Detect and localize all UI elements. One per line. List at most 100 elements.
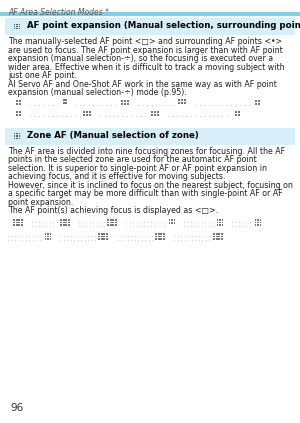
Bar [257,219,259,221]
Bar [86,111,88,113]
Text: a specific target may be more difficult than with single-point AF or AF: a specific target may be more difficult … [8,189,283,198]
Bar [112,224,114,226]
Bar [63,102,64,104]
Bar [83,111,85,113]
Bar [219,224,221,226]
Bar [68,222,70,223]
Bar [19,111,20,113]
Bar [255,219,256,221]
Bar [238,114,239,116]
Bar [98,238,100,240]
Bar [98,233,100,235]
Bar [178,102,180,104]
Bar [19,137,20,139]
Bar [257,103,260,105]
Bar [217,224,218,226]
Bar [121,100,123,102]
Bar [14,222,15,223]
Bar [103,238,105,240]
Bar [115,224,117,226]
Bar [19,133,20,135]
Bar [16,137,18,139]
Bar [21,219,23,221]
Bar [124,100,126,102]
Bar [169,222,170,224]
Bar [107,219,109,221]
Bar [255,224,256,226]
Bar [181,102,183,104]
Bar [103,236,105,237]
Bar [110,222,112,223]
Bar [60,222,62,223]
Bar [158,238,160,240]
Bar [254,100,256,102]
Text: 96: 96 [10,403,23,413]
Bar [16,133,18,135]
Bar [222,219,224,221]
Bar [216,238,218,240]
Text: expansion (manual selection-÷), so the focusing is executed over a: expansion (manual selection-÷), so the f… [8,54,273,63]
Bar [160,238,162,240]
Bar [184,102,186,104]
Bar [260,222,261,223]
Bar [151,111,153,113]
Bar [14,219,15,221]
Bar [16,219,18,221]
Text: achieving focus, and it is effective for moving subjects.: achieving focus, and it is effective for… [8,172,226,181]
Bar [160,233,162,235]
Text: expansion (manual selection-÷) mode (p.95).: expansion (manual selection-÷) mode (p.9… [8,88,187,97]
Text: However, since it is inclined to focus on the nearest subject, focusing on: However, since it is inclined to focus o… [8,181,293,190]
Bar [157,111,159,113]
Bar [221,238,223,240]
Bar [257,222,259,223]
Bar [155,236,157,237]
Bar [101,238,103,240]
Bar [16,28,18,29]
Bar [222,222,224,223]
Bar [218,236,220,237]
Bar [68,219,70,221]
Bar [213,238,215,240]
Bar [127,103,129,105]
Bar [115,222,117,223]
Bar [60,219,62,221]
Bar [60,224,62,226]
Bar [21,224,23,226]
Bar [19,24,20,25]
Bar [47,238,49,240]
Bar [219,219,221,221]
Bar [16,114,17,116]
Bar [86,114,88,116]
Bar [235,114,236,116]
Bar [19,114,20,116]
Bar [83,114,85,116]
Text: wider area. Effective when it is difficult to track a moving subject with: wider area. Effective when it is difficu… [8,63,285,71]
Bar [14,224,15,226]
Text: Zone AF (Manual selection of zone): Zone AF (Manual selection of zone) [27,131,199,140]
Text: The AF point(s) achieving focus is displayed as <□>.: The AF point(s) achieving focus is displ… [8,206,218,215]
Bar [16,224,18,226]
Bar [174,220,176,221]
Bar [16,222,18,223]
Bar [219,222,221,223]
Bar [217,222,218,223]
Bar [19,28,20,29]
Bar [65,224,67,226]
Bar [127,100,129,102]
Bar [163,238,165,240]
Bar [16,135,18,137]
Bar [171,222,173,224]
Bar [101,236,103,237]
Bar [181,99,183,101]
Bar [112,222,114,223]
Bar [260,224,261,226]
Bar [50,238,51,240]
Bar [154,111,156,113]
Bar [257,224,259,226]
Text: The AF area is divided into nine focusing zones for focusing. All the AF: The AF area is divided into nine focusin… [8,146,285,156]
Bar [45,236,46,237]
Bar [16,26,18,27]
Bar [14,28,15,29]
Bar [0,11,300,16]
Bar [63,222,65,223]
